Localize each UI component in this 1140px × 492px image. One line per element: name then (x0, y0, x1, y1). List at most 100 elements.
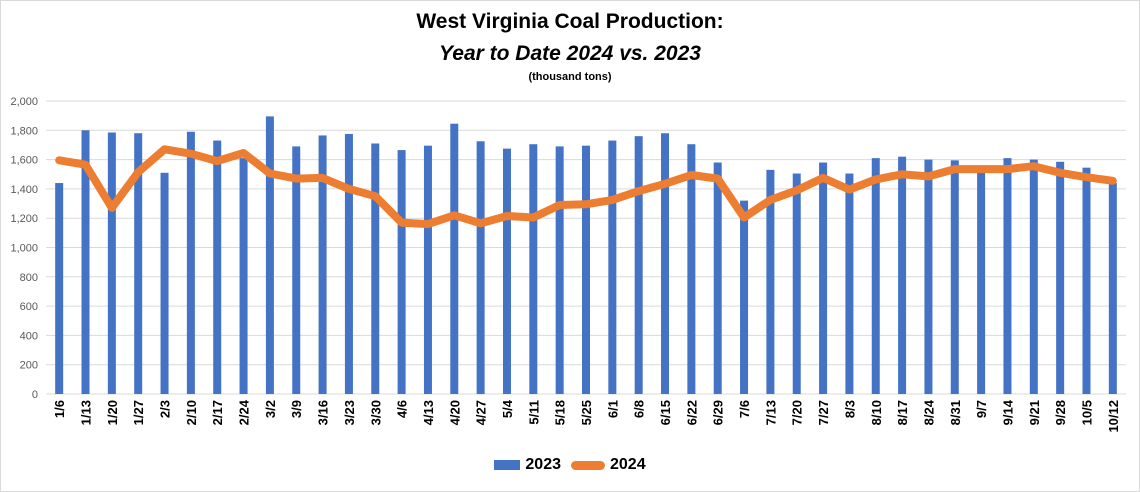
point-2024 (901, 173, 903, 175)
x-tick-label: 3/30 (368, 400, 383, 425)
bar-2023 (924, 159, 933, 394)
chart-unit-note: (thousand tons) (528, 71, 612, 83)
x-tick-label: 7/13 (763, 400, 778, 425)
bar-2023 (107, 132, 116, 394)
x-tick-label: 3/23 (342, 400, 357, 425)
bar-2023 (1056, 161, 1065, 394)
x-tick-label: 9/14 (1000, 399, 1015, 425)
bar-2023 (555, 146, 564, 394)
x-tick-label: 5/11 (526, 400, 541, 425)
point-2024 (954, 168, 956, 170)
bar-2023 (661, 133, 670, 395)
bar-2023 (318, 135, 327, 395)
bar-2023 (239, 158, 248, 394)
x-tick-label: 10/5 (1079, 400, 1094, 425)
bar-2023 (265, 116, 274, 394)
bar-2023 (687, 144, 696, 394)
point-2024 (585, 203, 587, 205)
x-tick-label: 3/9 (289, 400, 304, 418)
y-tick-label: 0 (32, 389, 38, 401)
y-tick-label: 2,000 (10, 96, 38, 108)
bar-2023 (186, 131, 195, 394)
y-tick-label: 1,200 (10, 213, 38, 225)
point-2024 (875, 178, 877, 180)
x-tick-label: 4/6 (395, 400, 410, 418)
y-tick-label: 1,400 (10, 184, 38, 196)
x-tick-label: 7/27 (816, 400, 831, 425)
point-2024 (506, 215, 508, 217)
bar-2023 (134, 133, 143, 395)
bar-2023 (81, 130, 90, 395)
point-2024 (848, 189, 850, 191)
legend-item-2023: 2023 (494, 456, 561, 474)
legend-item-2024: 2024 (571, 456, 646, 474)
bar-2023 (634, 136, 643, 394)
point-2024 (1059, 172, 1061, 174)
bar-2023 (55, 183, 64, 394)
x-tick-label: 5/4 (500, 399, 515, 418)
x-tick-label: 8/31 (948, 400, 963, 425)
bar-2023 (1003, 158, 1012, 394)
bar-2023 (160, 172, 169, 394)
point-2024 (137, 171, 139, 173)
point-2024 (190, 153, 192, 155)
point-2024 (58, 159, 60, 161)
x-tick-label: 7/6 (737, 400, 752, 418)
point-2024 (1033, 165, 1035, 167)
point-2024 (822, 177, 824, 179)
bar-2023 (871, 158, 880, 394)
point-2024 (743, 216, 745, 218)
point-2024 (269, 173, 271, 175)
point-2024 (664, 183, 666, 185)
bar-2023 (502, 148, 511, 394)
x-tick-label: 10/12 (1106, 400, 1121, 433)
point-2024 (85, 164, 87, 166)
bar-2023 (292, 146, 301, 394)
point-2024 (769, 199, 771, 201)
bar-2023 (977, 171, 986, 394)
point-2024 (111, 207, 113, 209)
x-tick-label: 3/2 (263, 400, 278, 418)
x-tick-label: 5/18 (553, 400, 568, 425)
bar-2023 (845, 173, 854, 394)
point-2024 (980, 168, 982, 170)
bar-2023 (529, 144, 538, 394)
legend-swatch-2024 (571, 460, 605, 470)
point-2024 (374, 195, 376, 197)
x-tick-label: 4/13 (421, 400, 436, 425)
bar-2023 (450, 123, 459, 395)
bar-2023 (476, 141, 485, 394)
x-tick-label: 1/13 (79, 400, 94, 425)
point-2024 (1085, 176, 1087, 178)
y-tick-label: 1,800 (10, 125, 38, 137)
x-tick-label: 6/15 (658, 400, 673, 425)
point-2024 (243, 152, 245, 154)
bar-2023 (397, 150, 406, 394)
x-tick-label: 1/20 (105, 400, 120, 425)
y-tick-label: 200 (20, 360, 38, 372)
point-2024 (322, 177, 324, 179)
bar-2023 (608, 140, 617, 394)
point-2024 (295, 178, 297, 180)
x-tick-label: 2/3 (158, 400, 173, 418)
bar-2023 (1108, 183, 1117, 394)
x-tick-label: 9/7 (974, 400, 989, 418)
x-tick-label: 8/24 (921, 399, 936, 425)
point-2024 (401, 222, 403, 224)
x-tick-label: 8/17 (895, 400, 910, 425)
x-tick-label: 6/8 (632, 400, 647, 418)
legend-swatch-2023 (494, 460, 521, 470)
x-tick-label: 9/21 (1027, 400, 1042, 425)
x-tick-label: 2/10 (184, 400, 199, 425)
bar-2023 (950, 160, 959, 394)
legend-label-2024: 2024 (610, 456, 646, 473)
x-tick-label: 8/3 (842, 400, 857, 418)
bar-2023 (582, 145, 590, 394)
point-2024 (427, 223, 429, 225)
bar-2023 (792, 173, 801, 394)
point-2024 (1006, 168, 1008, 170)
point-2024 (611, 199, 613, 201)
chart-subtitle: Year to Date 2024 vs. 2023 (439, 42, 701, 65)
bar-2023 (213, 140, 222, 394)
